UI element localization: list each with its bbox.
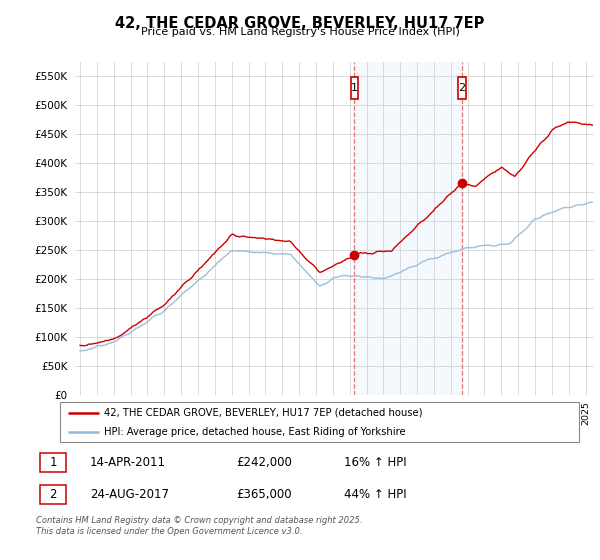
- Text: 44% ↑ HPI: 44% ↑ HPI: [344, 488, 406, 501]
- FancyBboxPatch shape: [40, 485, 66, 504]
- Bar: [355, 62, 462, 395]
- Bar: [458, 77, 466, 99]
- Text: 24-AUG-2017: 24-AUG-2017: [90, 488, 169, 501]
- FancyBboxPatch shape: [40, 452, 66, 472]
- Text: 14-APR-2011: 14-APR-2011: [90, 456, 166, 469]
- Text: £365,000: £365,000: [236, 488, 292, 501]
- Text: 2: 2: [458, 83, 465, 92]
- Text: 1: 1: [351, 83, 358, 92]
- Text: Price paid vs. HM Land Registry's House Price Index (HPI): Price paid vs. HM Land Registry's House …: [140, 27, 460, 37]
- Text: HPI: Average price, detached house, East Riding of Yorkshire: HPI: Average price, detached house, East…: [104, 427, 406, 436]
- Text: £242,000: £242,000: [236, 456, 292, 469]
- Text: 16% ↑ HPI: 16% ↑ HPI: [344, 456, 406, 469]
- Text: 2: 2: [50, 488, 57, 501]
- Text: 1: 1: [50, 456, 57, 469]
- Text: 42, THE CEDAR GROVE, BEVERLEY, HU17 7EP (detached house): 42, THE CEDAR GROVE, BEVERLEY, HU17 7EP …: [104, 408, 422, 418]
- FancyBboxPatch shape: [60, 402, 579, 442]
- Bar: [350, 77, 358, 99]
- Text: 42, THE CEDAR GROVE, BEVERLEY, HU17 7EP: 42, THE CEDAR GROVE, BEVERLEY, HU17 7EP: [115, 16, 485, 31]
- Text: Contains HM Land Registry data © Crown copyright and database right 2025.
This d: Contains HM Land Registry data © Crown c…: [36, 516, 362, 536]
